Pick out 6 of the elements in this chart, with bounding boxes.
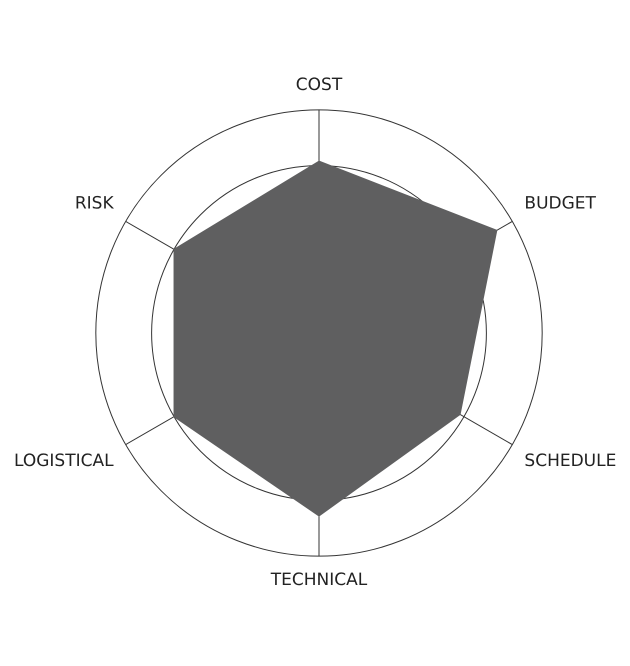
spoke-label: BUDGET: [524, 194, 597, 214]
spoke-label: TECHNICAL: [270, 570, 368, 590]
spoke-label: COST: [296, 75, 343, 96]
spoke-label: SCHEDULE: [524, 451, 616, 472]
spoke-label: LOGISTICAL: [14, 451, 114, 472]
spoke-label: RISK: [74, 194, 114, 214]
